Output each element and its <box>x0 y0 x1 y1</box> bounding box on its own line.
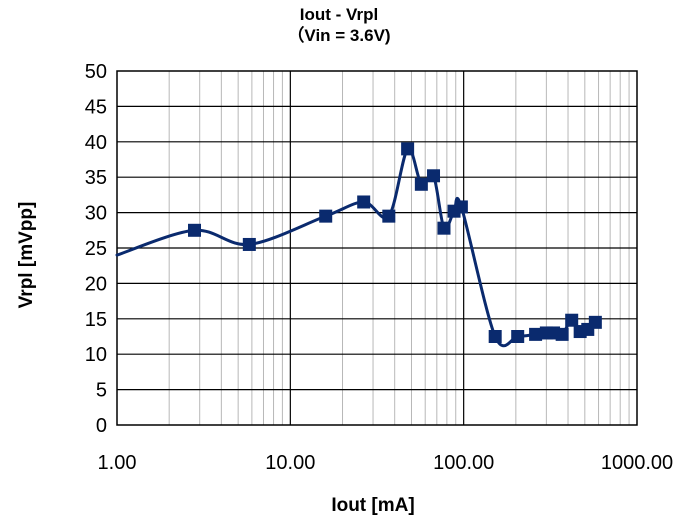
plot-area-border <box>116 70 638 426</box>
data-point <box>437 221 451 235</box>
data-point <box>529 327 543 341</box>
y-axis-label: Vrpl [mVpp] <box>16 202 37 309</box>
data-point <box>555 327 569 341</box>
data-point <box>511 330 525 343</box>
x-tick-labels: 1.00 10.00 100.00 1000.00 <box>98 452 674 474</box>
data-point <box>357 195 371 209</box>
data-point <box>242 237 256 251</box>
data-point <box>319 209 333 223</box>
data-point <box>588 315 602 329</box>
x-tick-label: 100.00 <box>433 452 494 474</box>
y-tick-labels: 0 5 10 15 20 25 30 35 40 45 50 <box>85 61 107 437</box>
data-point <box>427 169 441 183</box>
data-point <box>488 330 502 343</box>
data-point <box>188 223 202 237</box>
data-point <box>401 142 415 156</box>
data-point <box>454 200 468 214</box>
y-tick-label: 5 <box>96 380 107 402</box>
x-tick-label: 10.00 <box>265 452 315 474</box>
y-tick-label: 15 <box>85 309 107 331</box>
chart-subtitle: （Vin = 3.6V) <box>287 25 390 45</box>
y-tick-label: 30 <box>85 203 107 225</box>
x-tick-label: 1000.00 <box>601 452 673 474</box>
data-point <box>382 209 396 223</box>
data-point <box>565 313 579 327</box>
y-tick-label: 0 <box>96 415 107 437</box>
y-tick-label: 25 <box>85 238 107 260</box>
x-tick-label: 1.00 <box>98 452 137 474</box>
chart-title: Iout - Vrpl <box>300 5 378 24</box>
grid-lines <box>117 71 637 425</box>
series-line <box>115 147 597 348</box>
y-tick-label: 10 <box>85 344 107 366</box>
y-tick-label: 40 <box>85 132 107 154</box>
y-tick-label: 45 <box>85 96 107 118</box>
x-axis-label: Iout [mA] <box>331 495 414 516</box>
data-point <box>414 177 428 191</box>
y-tick-label: 20 <box>85 273 107 295</box>
y-tick-label: 50 <box>85 61 107 83</box>
data-points <box>188 142 602 343</box>
y-tick-label: 35 <box>85 167 107 189</box>
